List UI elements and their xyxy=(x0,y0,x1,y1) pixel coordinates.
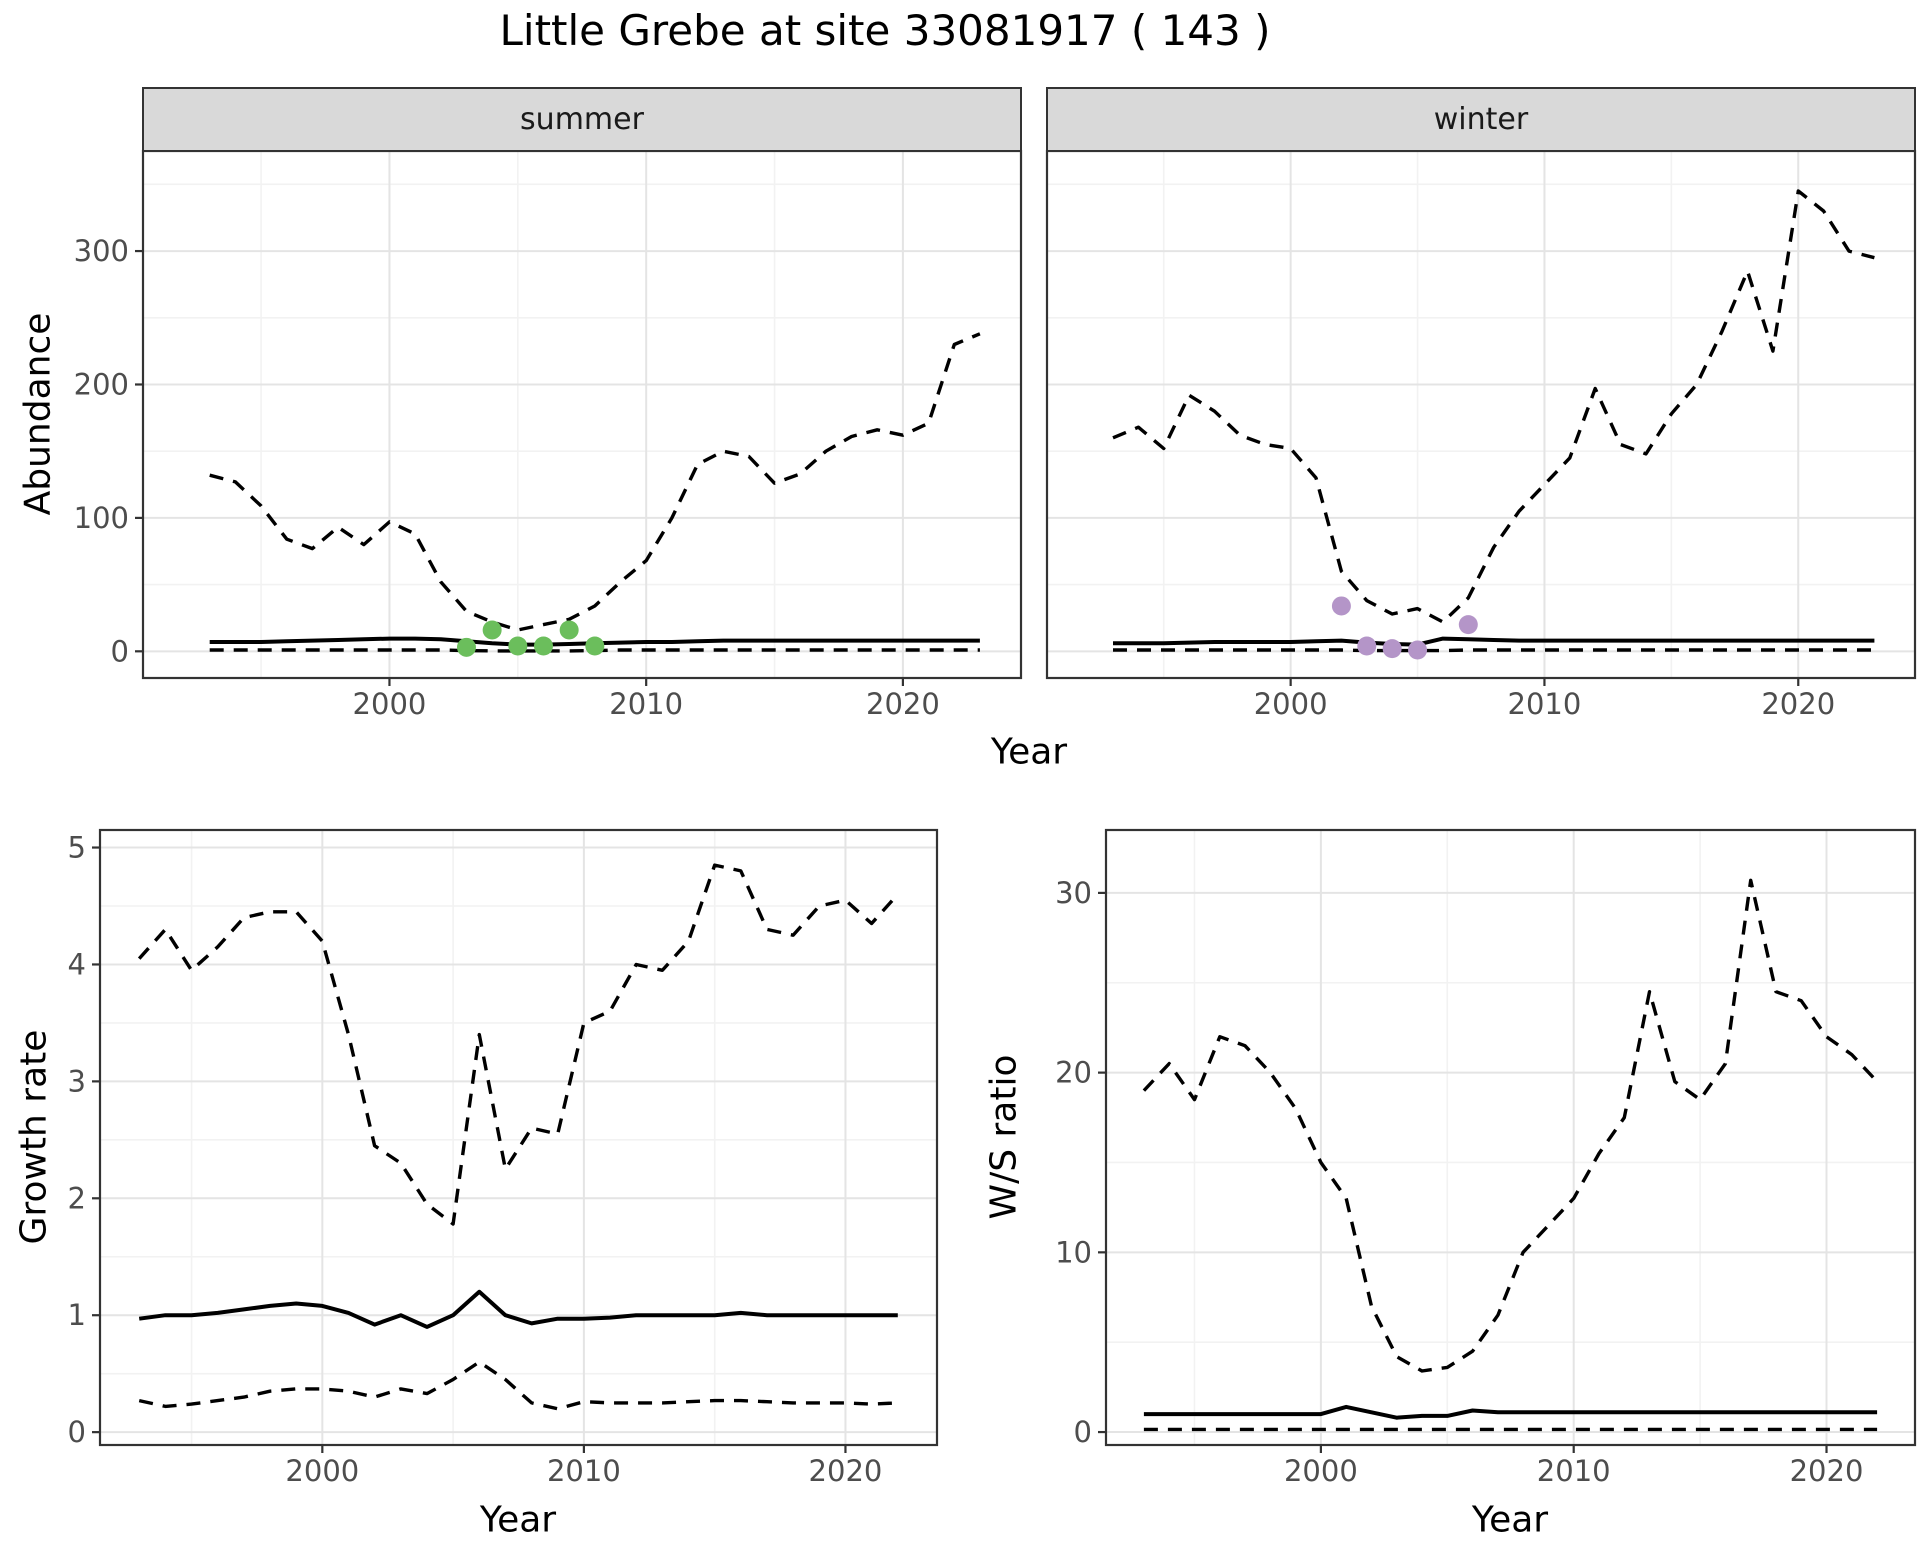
x-tick-label: 2010 xyxy=(609,687,683,721)
x-tick-label: 2010 xyxy=(1537,1454,1611,1488)
y-tick-label: 5 xyxy=(68,831,86,865)
series-upper_ci-ws-ratio xyxy=(1142,878,1879,1373)
y-tick-label: 0 xyxy=(111,634,129,668)
y-tick-label: 30 xyxy=(1055,876,1092,910)
x-tick-label: 2020 xyxy=(866,687,940,721)
x-tick-label: 2020 xyxy=(1790,1454,1864,1488)
y-tick-label: 3 xyxy=(68,1064,86,1098)
panel-bg-abundance-winter xyxy=(1047,151,1915,678)
series-upper_ci-growth-rate xyxy=(137,863,900,1226)
facet-strip-summer xyxy=(142,87,1022,152)
data-point-abundance-winter xyxy=(1458,615,1478,635)
data-point-abundance-summer xyxy=(508,636,528,656)
y-tick-label: 10 xyxy=(1055,1235,1092,1269)
series-upper_ci-abundance-winter xyxy=(1112,189,1875,624)
data-point-abundance-winter xyxy=(1408,640,1428,660)
series-upper_ci-abundance-summer xyxy=(209,332,981,632)
data-point-abundance-winter xyxy=(1357,636,1377,656)
series-fitted-abundance-winter xyxy=(1113,636,1875,647)
y-tick-label: 0 xyxy=(68,1415,86,1449)
panel-bg-abundance-summer xyxy=(143,151,1021,678)
y-tick-label: 100 xyxy=(74,501,129,535)
series-lower_ci-growth-rate xyxy=(138,1360,898,1411)
panel-bg-growth-rate xyxy=(100,830,937,1445)
y-tick-label: 200 xyxy=(74,367,129,401)
series-lower_ci-abundance-winter xyxy=(1113,648,1875,653)
xlabel-year-growth: Year xyxy=(479,1499,557,1541)
x-tick-label: 2000 xyxy=(353,687,427,721)
x-tick-label: 2000 xyxy=(1284,1454,1358,1488)
ylabel-abundance: Abundance xyxy=(17,312,59,516)
ylabel-growth-rate: Growth rate xyxy=(13,1029,55,1245)
chart-title: Little Grebe at site 33081917 ( 143 ) xyxy=(499,6,1271,55)
y-tick-label: 1 xyxy=(68,1298,86,1332)
data-point-abundance-summer xyxy=(482,620,502,640)
facet-strip-winter xyxy=(1046,87,1916,152)
x-tick-label: 2020 xyxy=(1761,687,1835,721)
data-point-abundance-summer xyxy=(559,620,579,640)
facet-strip-label-winter: winter xyxy=(1434,102,1529,137)
x-tick-label: 2020 xyxy=(809,1454,883,1488)
xlabel-year-top: Year xyxy=(990,731,1068,773)
facet-strip-label-summer: summer xyxy=(520,102,645,137)
data-point-abundance-winter xyxy=(1331,596,1351,616)
y-tick-label: 0 xyxy=(1074,1415,1092,1449)
x-tick-label: 2010 xyxy=(1508,687,1582,721)
data-point-abundance-summer xyxy=(456,637,476,657)
y-tick-label: 4 xyxy=(68,947,86,981)
y-tick-label: 300 xyxy=(74,234,129,268)
panel-border-growth-rate xyxy=(98,828,939,1447)
series-fitted-growth-rate xyxy=(138,1289,898,1329)
panel-bg-ws-ratio xyxy=(1106,830,1915,1445)
x-tick-label: 2000 xyxy=(1254,687,1328,721)
data-point-abundance-winter xyxy=(1382,639,1402,659)
y-tick-label: 2 xyxy=(68,1181,86,1215)
x-tick-label: 2010 xyxy=(547,1454,621,1488)
xlabel-year-ws: Year xyxy=(1471,1499,1549,1541)
y-tick-label: 20 xyxy=(1055,1056,1092,1090)
panel-border-ws-ratio xyxy=(1104,828,1917,1447)
data-point-abundance-summer xyxy=(585,636,605,656)
data-point-abundance-summer xyxy=(533,636,553,656)
ylabel-ws-ratio: W/S ratio xyxy=(983,1054,1025,1220)
series-fitted-ws-ratio xyxy=(1143,1404,1878,1420)
x-tick-label: 2000 xyxy=(285,1454,359,1488)
